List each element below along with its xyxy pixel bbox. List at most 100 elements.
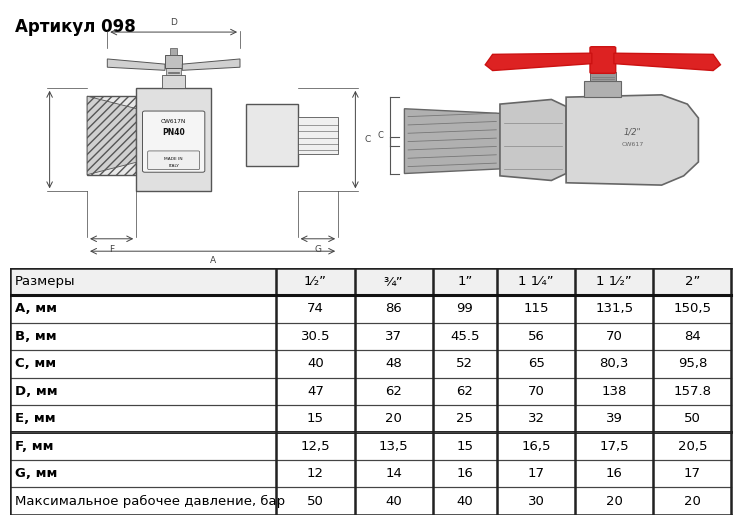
Polygon shape [485,53,592,71]
Text: 70: 70 [528,385,544,398]
Text: 30.5: 30.5 [301,330,330,343]
Text: 39: 39 [606,412,622,425]
Bar [433,378,497,405]
Bar [653,323,731,350]
Bar [653,350,731,378]
Text: 17: 17 [684,467,701,480]
Bar [497,268,575,295]
Text: 47: 47 [307,385,324,398]
Polygon shape [500,99,566,180]
Text: 50: 50 [684,412,700,425]
Text: Размеры: Размеры [15,275,75,288]
Text: 14: 14 [386,467,402,480]
Bar [575,405,653,433]
Bar [433,350,497,378]
Bar [10,268,277,295]
Bar [497,405,575,433]
Bar [590,72,616,81]
Bar [433,433,497,460]
Bar [653,405,731,433]
Bar [355,323,433,350]
Text: 95,8: 95,8 [678,357,707,370]
Text: 48: 48 [386,357,402,370]
Text: PN40: PN40 [162,128,185,137]
Text: 32: 32 [527,412,544,425]
Bar [575,487,653,515]
Text: F: F [109,245,114,254]
Bar [277,268,355,295]
Text: B, мм: B, мм [15,330,56,343]
Bar [246,105,298,166]
Polygon shape [182,59,240,70]
Text: A: A [209,256,216,265]
Text: C, мм: C, мм [15,357,56,370]
Bar [355,295,433,323]
Bar [433,295,497,323]
Text: 1”: 1” [458,275,472,288]
Bar [10,295,277,323]
Bar [653,378,731,405]
Bar [166,68,181,75]
Bar [277,350,355,378]
Text: 50: 50 [307,495,324,508]
Text: 25: 25 [456,412,473,425]
Bar [575,378,653,405]
Text: 13,5: 13,5 [379,440,409,453]
Bar [10,460,277,487]
Bar [575,350,653,378]
Text: 12: 12 [307,467,324,480]
Text: 16,5: 16,5 [521,440,550,453]
Polygon shape [107,59,165,70]
Bar [355,268,433,295]
Bar [277,323,355,350]
Text: 70: 70 [606,330,622,343]
Text: 37: 37 [386,330,402,343]
Bar [653,268,731,295]
Bar [87,96,136,175]
Bar [497,350,575,378]
Text: G: G [314,245,322,254]
Bar [355,433,433,460]
Bar [10,487,277,515]
Bar [355,350,433,378]
Bar [277,405,355,433]
Bar [584,81,621,97]
Text: 20: 20 [386,412,402,425]
Bar [597,58,608,72]
Bar [162,75,185,88]
Text: ITALY: ITALY [168,164,179,168]
Bar [575,295,653,323]
Text: 80,3: 80,3 [599,357,629,370]
Bar [136,88,212,191]
Bar [653,487,731,515]
Bar [10,323,277,350]
Text: 65: 65 [528,357,544,370]
Text: Артикул 098: Артикул 098 [15,18,136,36]
Text: 16: 16 [606,467,622,480]
Text: F, мм: F, мм [15,440,53,453]
Polygon shape [614,53,721,71]
Text: 62: 62 [386,385,402,398]
Text: MADE IN: MADE IN [164,157,183,161]
Bar [433,323,497,350]
Bar [653,295,731,323]
Text: 1/2": 1/2" [623,127,641,136]
Bar [497,378,575,405]
Text: 16: 16 [457,467,473,480]
Bar [596,55,610,59]
Text: C: C [377,131,383,140]
Bar [10,378,277,405]
Text: 2”: 2” [685,275,700,288]
Text: ¾”: ¾” [384,275,404,288]
Bar [355,378,433,405]
Text: 115: 115 [524,303,549,316]
Text: 131,5: 131,5 [596,303,633,316]
Text: 15: 15 [456,440,473,453]
Text: G, мм: G, мм [15,467,57,480]
Bar [277,295,355,323]
Text: 45.5: 45.5 [450,330,479,343]
Text: CW617: CW617 [621,142,644,147]
Bar [277,487,355,515]
Bar [355,405,433,433]
Bar [355,460,433,487]
